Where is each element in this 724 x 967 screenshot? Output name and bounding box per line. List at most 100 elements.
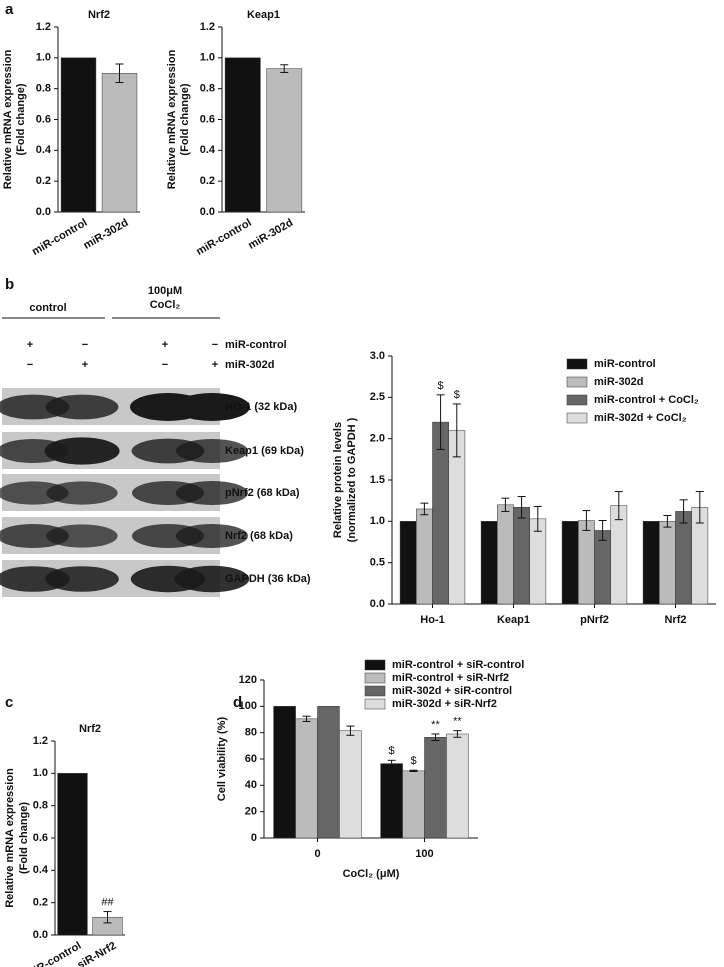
y-tick-label: 20 (245, 806, 257, 818)
y-tick-label: 3.0 (370, 350, 385, 362)
legend-swatch (566, 376, 588, 388)
legend-label: miR-302d (594, 376, 644, 388)
legend-label: miR-302d + siR-Nrf2 (392, 698, 497, 710)
bar (497, 504, 514, 605)
y-tick-label: 0.8 (33, 800, 48, 812)
blot-band (45, 394, 119, 420)
x-tick-label: siR-control (27, 940, 83, 967)
condition-sign: − (27, 359, 33, 371)
y-axis-label: Relative protein levels (332, 422, 344, 538)
group-label: CoCl₂ (150, 299, 181, 311)
bar (402, 770, 425, 839)
legend-swatch (364, 659, 386, 671)
bar (101, 73, 138, 213)
blot-band (44, 437, 120, 465)
bar (480, 521, 498, 605)
y-tick-label: 40 (245, 779, 257, 791)
legend-swatch (364, 698, 386, 710)
error-bar (452, 403, 461, 458)
y-tick-label: 100 (239, 700, 257, 712)
bar (295, 718, 318, 839)
panel-label: b (5, 276, 14, 293)
band-label: pNrf2 (68 kDa) (225, 487, 300, 499)
condition-sign: − (162, 359, 168, 371)
band-label: HO-1 (32 kDa) (225, 401, 297, 413)
chart-title: Keap1 (247, 9, 280, 21)
x-tick-label: miR-302d (246, 217, 295, 252)
y-tick-label: 0.6 (36, 113, 51, 125)
y-tick-label: 1.5 (370, 474, 385, 486)
y-axis-label: (Fold change) (18, 802, 30, 874)
y-axis-label: Relative mRNA expression (4, 768, 16, 908)
annotation: $ (410, 755, 416, 767)
condition-sign: − (82, 339, 88, 351)
y-tick-label: 1.0 (33, 767, 48, 779)
y-tick-label: 0.2 (33, 897, 48, 909)
y-tick-label: 0.4 (36, 144, 52, 156)
error-bar (420, 502, 429, 516)
y-tick-label: 1.2 (200, 21, 215, 33)
bar (610, 505, 628, 605)
y-tick-label: 0.0 (370, 598, 385, 610)
bar (675, 511, 692, 605)
bar (561, 521, 579, 605)
condition-label: miR-302d (225, 359, 275, 371)
legend-swatch (566, 358, 588, 370)
blot-band (45, 566, 119, 592)
legend-label: miR-control (594, 358, 656, 370)
error-bar (115, 63, 124, 83)
y-tick-label: 60 (245, 753, 257, 765)
legend-swatch (566, 412, 588, 424)
annotation: ## (101, 896, 114, 908)
condition-sign: + (162, 339, 168, 351)
error-bar (614, 491, 623, 521)
bar (266, 68, 303, 213)
error-bar (346, 725, 355, 736)
x-tick-label: siR-Nrf2 (75, 940, 118, 967)
y-tick-label: 0.0 (36, 206, 51, 218)
panel-label: c (5, 694, 13, 711)
y-tick-label: 80 (245, 727, 257, 739)
y-tick-label: 0.0 (200, 206, 215, 218)
error-bar (453, 730, 462, 738)
condition-sign: + (27, 339, 33, 351)
y-tick-label: 120 (239, 674, 257, 686)
error-bar (302, 715, 311, 722)
y-tick-label: 0.8 (36, 83, 51, 95)
y-tick-label: 1.2 (33, 735, 48, 747)
legend-label: miR-control + siR-control (392, 659, 524, 671)
y-tick-label: 0.6 (33, 832, 48, 844)
bar (446, 733, 469, 839)
blot-band (46, 524, 118, 548)
y-tick-label: 0.5 (370, 557, 385, 569)
error-bar (501, 497, 510, 512)
y-tick-label: 2.5 (370, 391, 385, 403)
x-tick-label: 0 (314, 848, 320, 860)
error-bar (533, 505, 542, 532)
legend-swatch (364, 685, 386, 697)
condition-label: miR-control (225, 339, 287, 351)
y-tick-label: 0.6 (200, 113, 215, 125)
condition-sign: + (82, 359, 88, 371)
annotation: ** (431, 719, 440, 731)
annotation: $ (454, 389, 460, 401)
bar (273, 706, 296, 839)
x-tick-label: Nrf2 (664, 614, 686, 626)
band-label: Nrf2 (68 kDa) (225, 530, 293, 542)
legend-swatch (364, 672, 386, 684)
group-label: control (29, 302, 66, 314)
y-axis-label: (normalized to GAPDH ) (346, 417, 358, 542)
bar (380, 763, 403, 839)
y-tick-label: 1.0 (200, 52, 215, 64)
bar (60, 57, 97, 213)
error-bar (598, 520, 607, 541)
y-tick-label: 1.0 (36, 52, 51, 64)
x-tick-label: Ho-1 (420, 614, 444, 626)
legend-label: miR-302d + siR-control (392, 685, 512, 697)
band-label: GAPDH (36 kDa) (225, 573, 311, 585)
annotation: ** (453, 716, 462, 728)
x-tick-label: 100 (415, 848, 433, 860)
band-label: Keap1 (69 kDa) (225, 445, 304, 457)
y-tick-label: 0.4 (200, 144, 216, 156)
